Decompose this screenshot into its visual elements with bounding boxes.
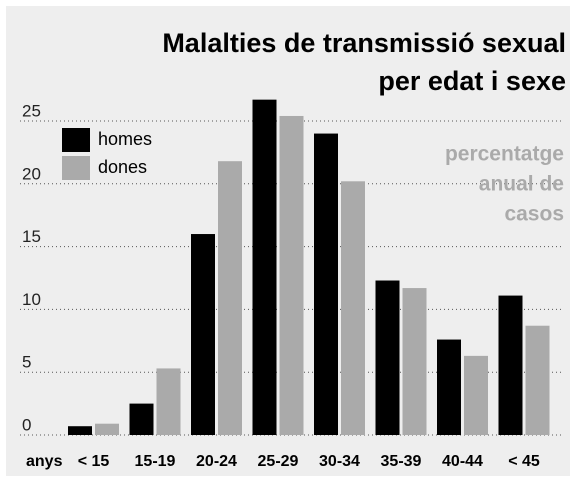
x-tick-label: < 15	[78, 453, 110, 470]
y-tick-label: 15	[22, 227, 41, 246]
bar	[464, 355, 488, 435]
bar	[498, 295, 523, 435]
x-tick-label: 15-19	[135, 453, 176, 470]
legend-label: homes	[98, 129, 152, 149]
x-axis-label: anys	[26, 453, 63, 470]
x-tick-label: 30-34	[319, 453, 360, 470]
subtitle: casos	[504, 203, 564, 226]
bar	[156, 368, 181, 435]
legend-swatch	[62, 156, 90, 180]
bar	[437, 339, 461, 435]
x-tick-label: 35-39	[381, 453, 422, 470]
y-tick-label: 0	[22, 415, 31, 434]
bar	[68, 426, 92, 435]
bar	[314, 133, 338, 435]
bar	[218, 161, 242, 435]
bar	[279, 115, 304, 435]
bar	[252, 99, 277, 435]
x-tick-label: < 45	[508, 453, 540, 470]
y-tick-label: 20	[22, 164, 41, 183]
y-tick-label: 5	[22, 353, 31, 372]
legend-label: dones	[98, 157, 147, 177]
subtitle: anual de	[479, 173, 564, 196]
bar	[375, 280, 400, 435]
y-tick-label: 25	[22, 101, 41, 120]
chart-title: per edat i sexe	[378, 66, 566, 96]
bar	[402, 288, 427, 435]
x-tick-label: 20-24	[196, 453, 237, 470]
subtitle: percentatge	[445, 143, 564, 166]
chart-title: Malalties de transmissió sexual	[162, 28, 566, 58]
x-tick-label: 25-29	[258, 453, 299, 470]
bar	[341, 181, 365, 435]
bar	[95, 423, 119, 435]
bar	[525, 325, 550, 435]
x-tick-label: 40-44	[442, 453, 483, 470]
bar	[191, 234, 215, 435]
legend-swatch	[62, 128, 90, 152]
y-tick-label: 10	[22, 290, 41, 309]
bar	[129, 403, 154, 435]
